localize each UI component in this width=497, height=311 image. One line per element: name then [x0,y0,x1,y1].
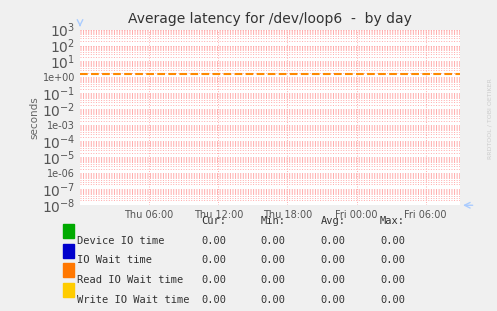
Text: 0.00: 0.00 [201,255,226,265]
Text: Min:: Min: [261,216,286,226]
Text: 0.00: 0.00 [380,255,405,265]
Text: Device IO time: Device IO time [77,236,165,246]
Title: Average latency for /dev/loop6  -  by day: Average latency for /dev/loop6 - by day [128,12,412,26]
Text: 0.00: 0.00 [201,275,226,285]
Text: Cur:: Cur: [201,216,226,226]
Text: 0.00: 0.00 [261,236,286,246]
Text: 0.00: 0.00 [321,295,345,304]
Text: 0.00: 0.00 [201,295,226,304]
Text: 0.00: 0.00 [321,255,345,265]
Text: 0.00: 0.00 [201,236,226,246]
Text: Write IO Wait time: Write IO Wait time [77,295,189,304]
Text: 0.00: 0.00 [380,236,405,246]
Text: RRDTOOL / TOBI OETIKER: RRDTOOL / TOBI OETIKER [487,78,492,159]
Text: Read IO Wait time: Read IO Wait time [77,275,183,285]
Text: IO Wait time: IO Wait time [77,255,152,265]
Text: 0.00: 0.00 [380,295,405,304]
Text: 0.00: 0.00 [261,255,286,265]
Text: 0.00: 0.00 [261,295,286,304]
Text: Avg:: Avg: [321,216,345,226]
Text: 0.00: 0.00 [321,275,345,285]
Text: 0.00: 0.00 [261,275,286,285]
Text: 0.00: 0.00 [321,236,345,246]
Text: 0.00: 0.00 [380,275,405,285]
Y-axis label: seconds: seconds [29,96,39,139]
Text: Max:: Max: [380,216,405,226]
